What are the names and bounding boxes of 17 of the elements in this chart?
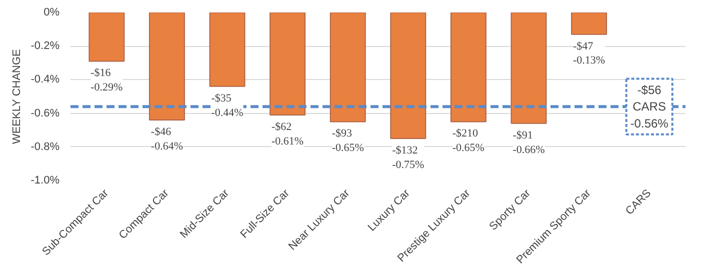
ref-line-label: -$56 CARS -0.56%: [630, 82, 669, 130]
y-axis-title: WEEKLY CHANGE: [10, 49, 23, 144]
data-label: -$93 -0.65%: [332, 128, 364, 154]
y-tick-label: -1.0%: [30, 174, 60, 186]
y-tick-label: -0.2%: [30, 40, 60, 52]
data-label: -$46 -0.64%: [150, 126, 184, 152]
data-label: -$210 -0.65%: [452, 128, 484, 154]
y-tick-label: -0.6%: [30, 107, 60, 120]
data-label: -$91 -0.66%: [512, 129, 545, 156]
data-label: -$16 -0.29%: [90, 67, 123, 94]
y-tick-label: 0%: [44, 6, 60, 18]
data-label: -$35 -0.44%: [211, 92, 244, 119]
data-label: -$132 -0.75%: [392, 144, 424, 171]
data-label: -$62 -0.61%: [272, 120, 304, 148]
y-tick-label: -0.8%: [30, 140, 60, 153]
data-label: -$47 -0.13%: [572, 40, 606, 67]
y-tick-label: -0.4%: [30, 74, 60, 86]
